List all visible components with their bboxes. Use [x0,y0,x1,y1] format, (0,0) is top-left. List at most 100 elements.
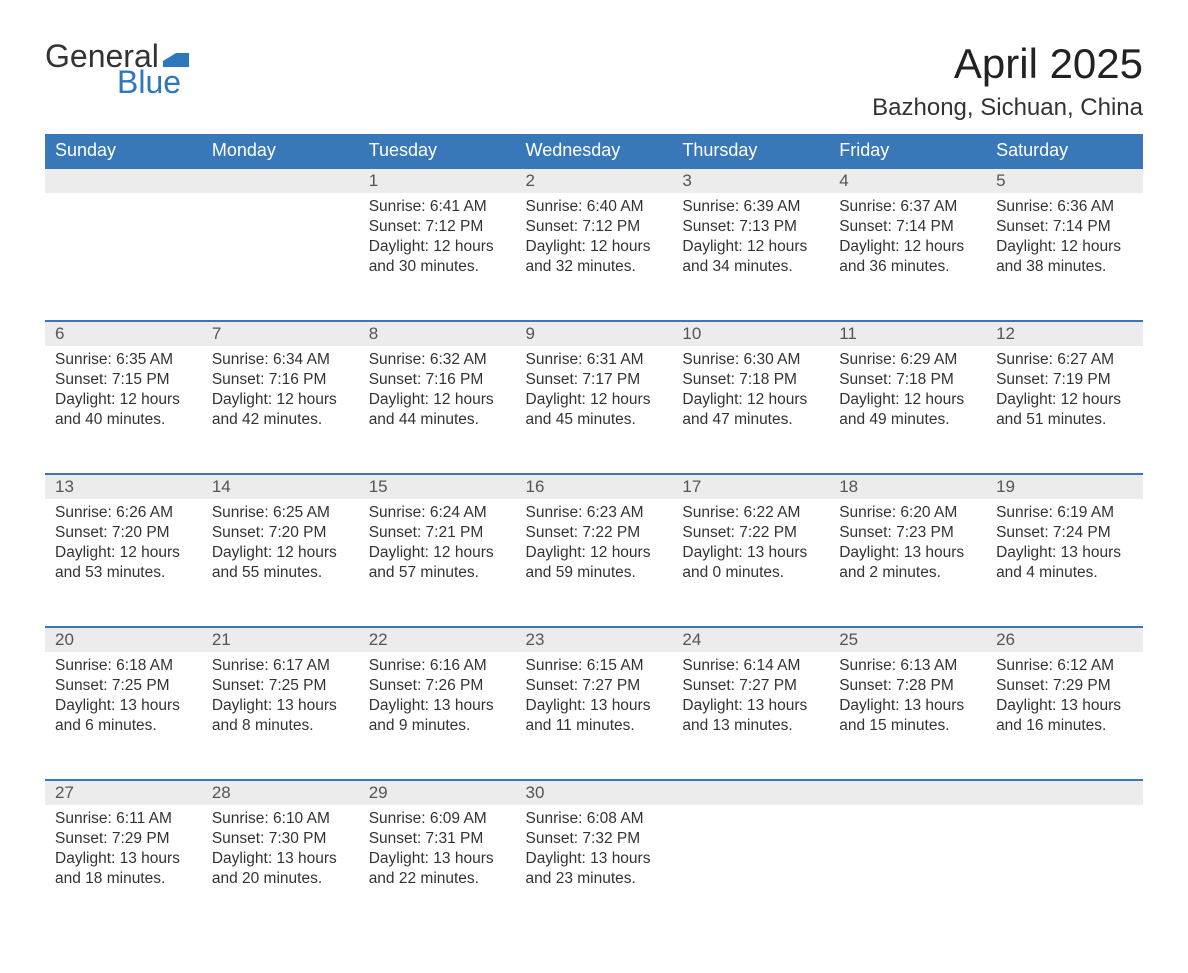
daylight-text: and 59 minutes. [526,563,663,583]
daylight-text: and 45 minutes. [526,410,663,430]
day-number: 22 [359,627,516,652]
header: General Blue April 2025 Bazhong, Sichuan… [45,40,1143,122]
daylight-text: and 57 minutes. [369,563,506,583]
day-number: 19 [986,474,1143,499]
day-number: 8 [359,321,516,346]
day-cell: Sunrise: 6:37 AMSunset: 7:14 PMDaylight:… [829,193,986,321]
day-cell [202,193,359,321]
day-cell: Sunrise: 6:13 AMSunset: 7:28 PMDaylight:… [829,652,986,780]
daylight-text: and 42 minutes. [212,410,349,430]
weekday-header: Tuesday [359,134,516,168]
day-number: 24 [672,627,829,652]
daylight-text: and 40 minutes. [55,410,192,430]
sunrise-text: Sunrise: 6:24 AM [369,503,506,523]
sunrise-text: Sunrise: 6:17 AM [212,656,349,676]
day-cell: Sunrise: 6:29 AMSunset: 7:18 PMDaylight:… [829,346,986,474]
sunset-text: Sunset: 7:29 PM [55,829,192,849]
sunrise-text: Sunrise: 6:13 AM [839,656,976,676]
day-cell: Sunrise: 6:15 AMSunset: 7:27 PMDaylight:… [516,652,673,780]
day-number-row: 20212223242526 [45,627,1143,652]
sunset-text: Sunset: 7:20 PM [212,523,349,543]
day-number [672,780,829,805]
day-number: 13 [45,474,202,499]
sunrise-text: Sunrise: 6:32 AM [369,350,506,370]
daylight-text: and 55 minutes. [212,563,349,583]
day-number: 9 [516,321,673,346]
day-cell: Sunrise: 6:30 AMSunset: 7:18 PMDaylight:… [672,346,829,474]
sunset-text: Sunset: 7:14 PM [839,217,976,237]
sunset-text: Sunset: 7:28 PM [839,676,976,696]
daylight-text: Daylight: 13 hours [55,849,192,869]
daylight-text: and 44 minutes. [369,410,506,430]
sunrise-text: Sunrise: 6:23 AM [526,503,663,523]
daylight-text: Daylight: 13 hours [369,849,506,869]
daylight-text: Daylight: 13 hours [212,849,349,869]
day-number: 25 [829,627,986,652]
calendar-table: SundayMondayTuesdayWednesdayThursdayFrid… [45,134,1143,933]
daylight-text: and 23 minutes. [526,869,663,889]
day-number: 5 [986,168,1143,193]
sunrise-text: Sunrise: 6:30 AM [682,350,819,370]
day-number-row: 27282930 [45,780,1143,805]
sunrise-text: Sunrise: 6:10 AM [212,809,349,829]
daylight-text: Daylight: 12 hours [682,390,819,410]
day-cell: Sunrise: 6:17 AMSunset: 7:25 PMDaylight:… [202,652,359,780]
day-cell: Sunrise: 6:12 AMSunset: 7:29 PMDaylight:… [986,652,1143,780]
sunset-text: Sunset: 7:23 PM [839,523,976,543]
daylight-text: and 4 minutes. [996,563,1133,583]
sunrise-text: Sunrise: 6:39 AM [682,197,819,217]
sunset-text: Sunset: 7:22 PM [682,523,819,543]
day-number: 21 [202,627,359,652]
daylight-text: and 15 minutes. [839,716,976,736]
sunrise-text: Sunrise: 6:29 AM [839,350,976,370]
sunrise-text: Sunrise: 6:15 AM [526,656,663,676]
sunset-text: Sunset: 7:27 PM [682,676,819,696]
brand-logo: General Blue [45,40,189,98]
sunset-text: Sunset: 7:27 PM [526,676,663,696]
daylight-text: and 11 minutes. [526,716,663,736]
daylight-text: Daylight: 12 hours [996,237,1133,257]
day-cell [986,805,1143,933]
sunset-text: Sunset: 7:19 PM [996,370,1133,390]
sunrise-text: Sunrise: 6:09 AM [369,809,506,829]
day-number: 14 [202,474,359,499]
daylight-text: Daylight: 12 hours [839,390,976,410]
sunset-text: Sunset: 7:26 PM [369,676,506,696]
day-number: 4 [829,168,986,193]
daylight-text: and 20 minutes. [212,869,349,889]
day-cell: Sunrise: 6:18 AMSunset: 7:25 PMDaylight:… [45,652,202,780]
daylight-text: Daylight: 13 hours [682,543,819,563]
location-subtitle: Bazhong, Sichuan, China [872,94,1143,122]
day-cell: Sunrise: 6:14 AMSunset: 7:27 PMDaylight:… [672,652,829,780]
daylight-text: and 47 minutes. [682,410,819,430]
sunrise-text: Sunrise: 6:20 AM [839,503,976,523]
sunset-text: Sunset: 7:22 PM [526,523,663,543]
day-content-row: Sunrise: 6:18 AMSunset: 7:25 PMDaylight:… [45,652,1143,780]
sunset-text: Sunset: 7:25 PM [212,676,349,696]
sunrise-text: Sunrise: 6:35 AM [55,350,192,370]
day-cell: Sunrise: 6:19 AMSunset: 7:24 PMDaylight:… [986,499,1143,627]
weekday-header: Monday [202,134,359,168]
day-cell: Sunrise: 6:08 AMSunset: 7:32 PMDaylight:… [516,805,673,933]
daylight-text: Daylight: 12 hours [212,390,349,410]
day-cell: Sunrise: 6:11 AMSunset: 7:29 PMDaylight:… [45,805,202,933]
daylight-text: Daylight: 13 hours [839,696,976,716]
daylight-text: Daylight: 12 hours [526,390,663,410]
sunset-text: Sunset: 7:21 PM [369,523,506,543]
sunset-text: Sunset: 7:31 PM [369,829,506,849]
daylight-text: Daylight: 12 hours [369,237,506,257]
daylight-text: Daylight: 13 hours [212,696,349,716]
day-content-row: Sunrise: 6:41 AMSunset: 7:12 PMDaylight:… [45,193,1143,321]
day-cell: Sunrise: 6:40 AMSunset: 7:12 PMDaylight:… [516,193,673,321]
day-number-row: 12345 [45,168,1143,193]
day-number [986,780,1143,805]
day-number: 11 [829,321,986,346]
day-number: 23 [516,627,673,652]
sunrise-text: Sunrise: 6:19 AM [996,503,1133,523]
daylight-text: Daylight: 13 hours [996,543,1133,563]
daylight-text: Daylight: 12 hours [55,390,192,410]
day-content-row: Sunrise: 6:35 AMSunset: 7:15 PMDaylight:… [45,346,1143,474]
day-number [45,168,202,193]
day-cell [672,805,829,933]
sunset-text: Sunset: 7:32 PM [526,829,663,849]
